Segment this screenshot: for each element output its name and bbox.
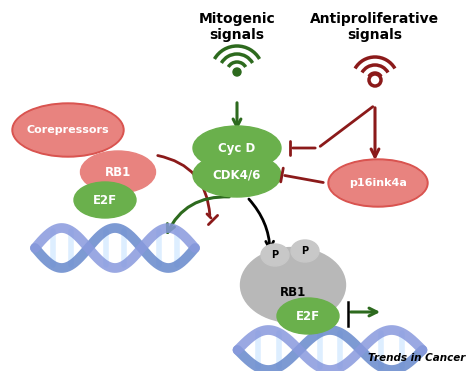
Ellipse shape	[328, 159, 428, 207]
Ellipse shape	[74, 182, 136, 218]
Ellipse shape	[240, 247, 346, 322]
Text: E2F: E2F	[93, 194, 117, 207]
Ellipse shape	[277, 298, 339, 334]
Text: p16ink4a: p16ink4a	[349, 178, 407, 188]
Text: Antiproliferative
signals: Antiproliferative signals	[310, 12, 439, 42]
Text: RB1: RB1	[105, 165, 131, 178]
Ellipse shape	[291, 240, 319, 262]
Text: E2F: E2F	[296, 309, 320, 322]
Text: CDK4/6: CDK4/6	[213, 168, 261, 181]
Ellipse shape	[81, 151, 155, 193]
Ellipse shape	[12, 103, 124, 157]
Ellipse shape	[330, 161, 426, 205]
Ellipse shape	[193, 126, 281, 170]
Text: Cyc D: Cyc D	[219, 141, 255, 154]
Ellipse shape	[261, 244, 289, 266]
Text: RB1: RB1	[280, 286, 306, 299]
Text: P: P	[301, 246, 309, 256]
Text: Mitogenic
signals: Mitogenic signals	[199, 12, 275, 42]
Circle shape	[233, 68, 241, 76]
Text: Trends in Cancer: Trends in Cancer	[368, 353, 465, 363]
Ellipse shape	[193, 153, 281, 197]
Ellipse shape	[14, 105, 122, 155]
Text: P: P	[272, 250, 279, 260]
Text: Corepressors: Corepressors	[27, 125, 109, 135]
